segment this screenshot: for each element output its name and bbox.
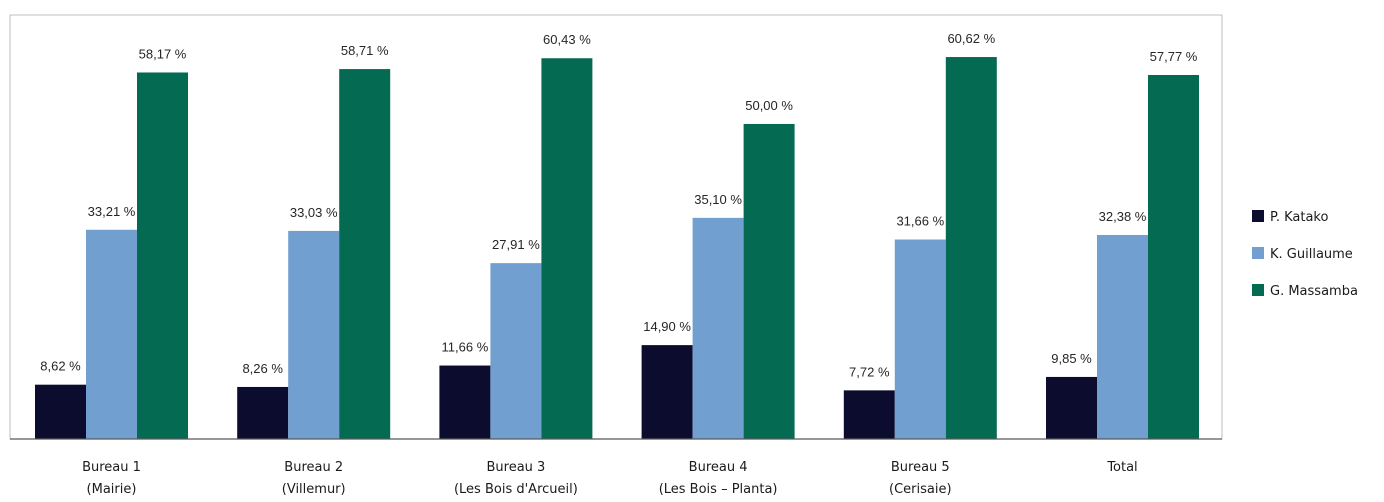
data-label: 60,43 % xyxy=(543,32,591,47)
data-label: 27,91 % xyxy=(492,237,540,252)
data-label: 7,72 % xyxy=(849,364,890,379)
data-label: 14,90 % xyxy=(643,319,691,334)
bar-p-katako-1 xyxy=(35,384,86,439)
bar-k-guillaume-3 xyxy=(490,263,542,439)
data-label: 9,85 % xyxy=(1051,351,1092,366)
legend-label: P. Katako xyxy=(1270,210,1328,225)
bar-p-katako-3 xyxy=(439,365,491,439)
bar-g-massamba-6 xyxy=(1148,75,1199,439)
data-label: 60,62 % xyxy=(947,31,995,46)
data-labels-layer: 8,62 % 33,21 % 58,17 % 8,26 % 33,03 % 58,71 %… xyxy=(40,31,1198,379)
data-label: 50,00 % xyxy=(745,98,793,113)
data-label: 33,21 % xyxy=(88,204,136,219)
data-label: 32,38 % xyxy=(1099,209,1147,224)
legend-label: G. Massamba xyxy=(1270,284,1358,299)
bar-g-massamba-1 xyxy=(137,72,188,439)
category-label: Bureau 4 xyxy=(689,460,748,475)
data-label: 58,17 % xyxy=(139,46,187,61)
data-label: 8,62 % xyxy=(40,359,81,374)
data-label: 35,10 % xyxy=(694,192,742,207)
data-label: 57,77 % xyxy=(1150,49,1198,64)
legend-swatch xyxy=(1252,284,1264,296)
bar-g-massamba-3 xyxy=(541,58,593,439)
category-label: (Mairie) xyxy=(87,482,137,497)
category-label: Bureau 2 xyxy=(284,460,343,475)
legend-label: K. Guillaume xyxy=(1270,247,1353,262)
bar-k-guillaume-4 xyxy=(692,217,744,439)
data-label: 31,66 % xyxy=(896,214,944,229)
bars-layer xyxy=(35,57,1199,440)
category-label: Bureau 1 xyxy=(82,460,141,475)
category-label: (Les Bois – Planta) xyxy=(659,482,778,497)
bar-k-guillaume-1 xyxy=(86,229,137,439)
category-label: Bureau 5 xyxy=(891,460,950,475)
plot-area xyxy=(9,14,1223,440)
category-label: Total xyxy=(1106,460,1137,475)
category-label: (Les Bois d'Arcueil) xyxy=(454,482,578,497)
bar-p-katako-6 xyxy=(1046,376,1097,439)
bar-k-guillaume-2 xyxy=(288,230,340,439)
category-labels-layer: Bureau 1 (Mairie) Bureau 2 (Villemur) Bureau… xyxy=(82,460,1138,497)
bar-k-guillaume-6 xyxy=(1097,234,1148,439)
bar-g-massamba-5 xyxy=(945,57,997,440)
bar-p-katako-4 xyxy=(641,345,693,439)
bar-p-katako-2 xyxy=(237,386,289,439)
data-label: 33,03 % xyxy=(290,205,338,220)
legend-swatch xyxy=(1252,247,1264,259)
category-label: (Cerisaie) xyxy=(889,482,952,497)
data-label: 8,26 % xyxy=(242,361,283,376)
bar-k-guillaume-5 xyxy=(894,239,946,439)
category-label: Bureau 3 xyxy=(486,460,545,475)
legend: P. Katako K. Guillaume G. Massamba xyxy=(1252,210,1358,299)
legend-swatch xyxy=(1252,210,1264,222)
data-label: 58,71 % xyxy=(341,43,389,58)
bar-p-katako-5 xyxy=(843,390,895,439)
category-label: (Villemur) xyxy=(282,482,346,497)
bar-g-massamba-4 xyxy=(743,123,795,439)
data-label: 11,66 % xyxy=(442,340,489,355)
bar-g-massamba-2 xyxy=(339,69,391,439)
